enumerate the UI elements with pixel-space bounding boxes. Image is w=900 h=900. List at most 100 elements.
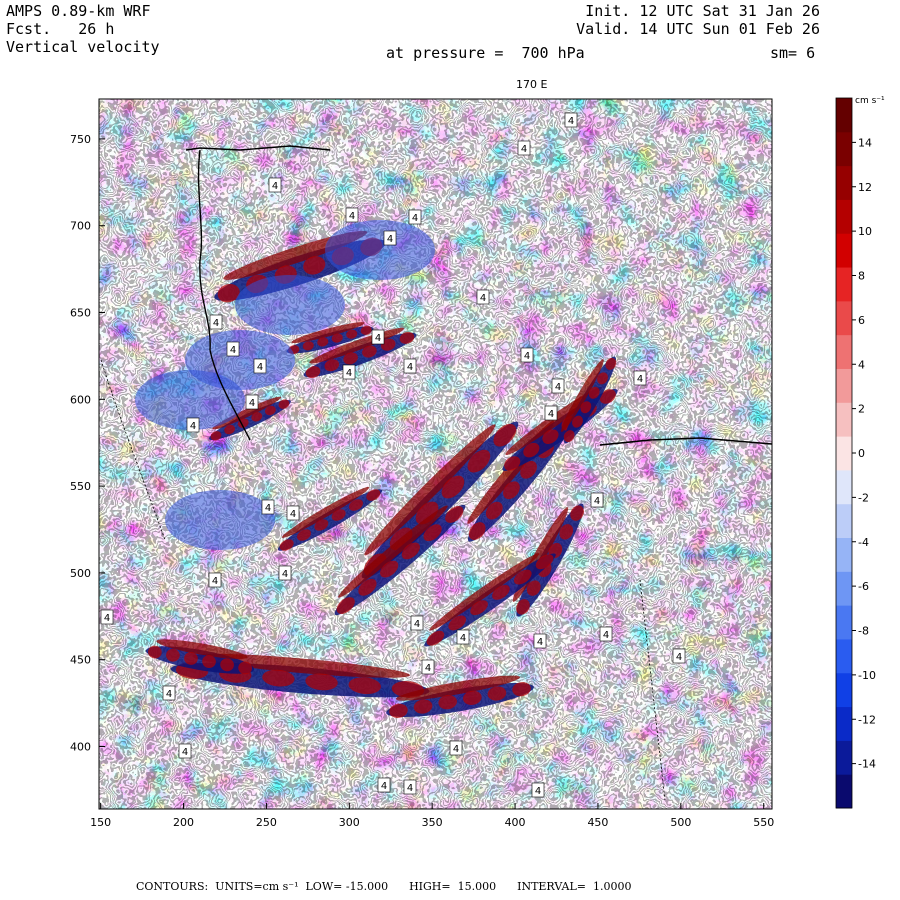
contour-label: 4	[633, 370, 647, 386]
valid-time: Valid. 14 UTC Sun 01 Feb 26	[576, 20, 820, 38]
svg-text:4: 4	[290, 509, 296, 520]
svg-text:4: 4	[375, 333, 381, 344]
svg-text:4: 4	[535, 786, 541, 797]
contour-label: 4	[517, 140, 531, 156]
y-tick-label: 700	[70, 220, 91, 233]
contour-label: 4	[208, 572, 222, 588]
svg-text:4: 4	[603, 630, 609, 641]
svg-text:4: 4	[414, 619, 420, 630]
units-label: UNITS=cm s⁻¹	[215, 880, 299, 893]
svg-text:4: 4	[212, 576, 218, 587]
x-tick-label: 300	[339, 816, 360, 829]
colorbar-tick-label: 8	[858, 270, 865, 283]
low-label: LOW=	[305, 880, 343, 893]
forecast-hour: 26 h	[78, 20, 115, 38]
model-title: AMPS 0.89-km WRF	[6, 2, 151, 20]
contour-label: 4	[564, 112, 578, 128]
colorbar-swatch	[836, 300, 852, 336]
forecast-label: Fcst.	[6, 20, 52, 38]
colorbar-tick-label: -4	[858, 536, 869, 549]
svg-text:4: 4	[349, 211, 355, 222]
contour-label: 4	[178, 743, 192, 759]
svg-text:4: 4	[230, 345, 236, 356]
contour-label: 4	[345, 207, 359, 223]
downdraft-area	[165, 490, 275, 550]
svg-text:4: 4	[453, 744, 459, 755]
svg-text:4: 4	[166, 689, 172, 700]
y-tick-label: 450	[70, 654, 91, 667]
vertical-velocity-field: 4 4 4 4 4 4 4 4 4 4 4 4 4 4 4 4 4 4 4 4 4 4 4 4 4 4 4 4 4 4 4 4 4 4 4 4 4	[99, 99, 772, 809]
x-tick-label: 550	[753, 816, 774, 829]
contour-label: 4	[476, 289, 490, 305]
map-frame	[98, 98, 773, 810]
colorbar-swatch	[836, 131, 852, 167]
contour-label: 4	[377, 777, 391, 793]
svg-text:4: 4	[257, 362, 263, 373]
svg-text:4: 4	[460, 633, 466, 644]
convective-band	[145, 639, 255, 675]
colorbar-swatch	[836, 98, 852, 133]
header-right: Init. 12 UTC Sat 31 Jan 26 Valid. 14 UTC…	[576, 2, 820, 38]
colorbar-swatch	[836, 165, 852, 200]
colorbar-swatch	[836, 571, 852, 606]
colorbar-swatch	[836, 402, 852, 437]
svg-text:4: 4	[407, 362, 413, 373]
colorbar-swatch	[836, 605, 852, 640]
svg-text:4: 4	[521, 144, 527, 155]
contour-label: 4	[261, 499, 275, 515]
coastline	[185, 145, 331, 441]
x-tick-label: 400	[505, 816, 526, 829]
contour-label: 4	[371, 329, 385, 345]
colorbar-swatch	[836, 199, 852, 234]
x-tick-label: 150	[90, 816, 111, 829]
convective-band	[209, 396, 291, 441]
contour-label: 4	[100, 609, 114, 625]
header-left: AMPS 0.89-km WRF Fcst. 26 h Vertical vel…	[6, 2, 160, 56]
svg-text:4: 4	[407, 783, 413, 794]
convective-band	[334, 504, 466, 616]
convective-band	[286, 322, 374, 355]
contour-label: 4	[278, 565, 292, 581]
colorbar-tick-label: 2	[858, 403, 865, 416]
svg-text:4: 4	[524, 351, 530, 362]
colorbar-tick-label: 12	[858, 181, 872, 194]
svg-text:4: 4	[346, 368, 352, 379]
svg-text:4: 4	[568, 116, 574, 127]
svg-text:4: 4	[676, 652, 682, 663]
contour-label: 4	[253, 358, 267, 374]
contour-label: 4	[449, 740, 463, 756]
colorbar-swatch	[836, 638, 852, 674]
contour-label: 4	[403, 358, 417, 374]
x-tick-label: 200	[173, 816, 194, 829]
colorbar-swatch	[836, 267, 852, 302]
ice-shelf-edge	[599, 437, 772, 446]
pressure-level: at pressure = 700 hPa	[386, 44, 585, 62]
colorbar-tick-label: 14	[858, 136, 872, 149]
contour-label: 4	[410, 615, 424, 631]
colorbar-swatch	[836, 233, 852, 268]
svg-text:4: 4	[555, 382, 561, 393]
low-value: -15.000	[345, 880, 389, 893]
colorbar-tick-label: -8	[858, 625, 869, 638]
svg-text:4: 4	[594, 496, 600, 507]
meridian-line-2	[639, 579, 666, 801]
contour-label: 4	[286, 505, 300, 521]
convective-bands	[135, 220, 618, 718]
x-tick-label: 450	[587, 816, 608, 829]
contour-label: 4	[533, 633, 547, 649]
contour-label: 4	[672, 648, 686, 664]
contour-label: 4	[421, 659, 435, 675]
colorbar-units: cm s⁻¹	[855, 96, 885, 106]
contours-label: CONTOURS:	[136, 880, 209, 893]
svg-text:4: 4	[272, 181, 278, 192]
colorbar-tick-label: -10	[858, 669, 876, 682]
contour-label: 4	[599, 626, 613, 642]
downdraft-area	[135, 370, 245, 430]
contour-label: 4	[456, 629, 470, 645]
convective-band	[424, 553, 556, 647]
high-label: HIGH=	[409, 880, 451, 893]
colorbar-swatch	[836, 672, 852, 708]
colorbar-tick-label: 0	[858, 447, 865, 460]
high-value: 15.000	[457, 880, 497, 893]
